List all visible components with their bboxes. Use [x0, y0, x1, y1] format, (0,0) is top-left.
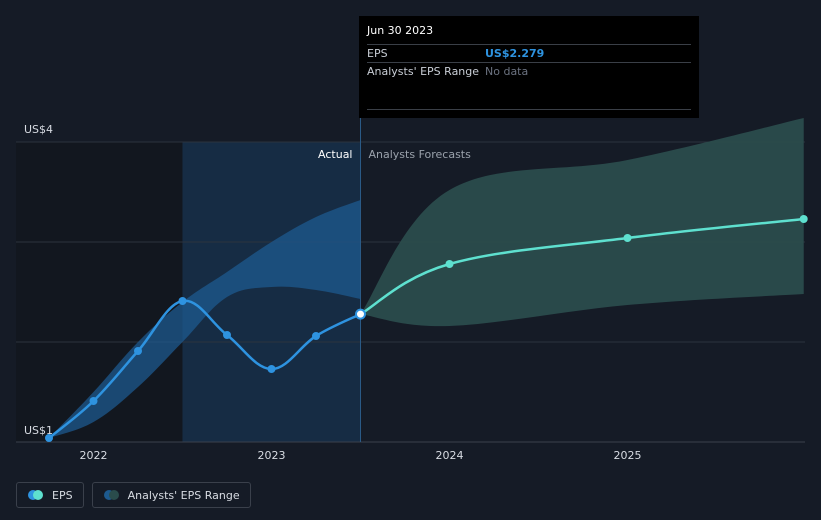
x-tick-label: 2022 — [80, 449, 108, 462]
legend-eps[interactable]: EPS — [16, 482, 84, 508]
eps-point — [312, 332, 320, 340]
eps-point — [134, 347, 142, 355]
tooltip: Jun 30 2023 EPS US$2.279 Analysts' EPS R… — [359, 16, 699, 118]
eps-point — [267, 365, 276, 373]
eps-forecast-line — [359, 217, 804, 316]
x-tick-label: 2024 — [436, 449, 464, 462]
tooltip-range-value: No data — [485, 65, 529, 78]
actual-eps-range-band — [49, 200, 361, 438]
eps-forecast-point — [445, 260, 454, 268]
tooltip-date: Jun 30 2023 — [367, 24, 434, 37]
y-tick-label: US$4 — [24, 123, 53, 136]
eps-forecast-point — [799, 215, 808, 223]
eps-point — [223, 331, 231, 339]
legend-eps-range-label: Analysts' EPS Range — [127, 488, 240, 502]
tooltip-divider — [367, 109, 691, 110]
tooltip-eps-label: EPS — [367, 47, 388, 60]
y-tick-label: US$1 — [24, 424, 53, 437]
eps-range-swatch-icon — [103, 490, 120, 500]
eps-point — [355, 308, 366, 320]
forecast-eps-range-band — [360, 118, 804, 327]
legend: EPS Analysts' EPS Range — [16, 482, 251, 508]
eps-forecast-point — [623, 234, 632, 242]
tooltip-eps-value: US$2.279 — [485, 47, 545, 60]
eps-point — [45, 434, 53, 442]
tooltip-row-range: Analysts' EPS Range No data — [367, 62, 691, 80]
x-tick-label: 2023 — [258, 449, 286, 462]
forecast-region-label: Analysts Forecasts — [369, 148, 472, 161]
tooltip-row-eps: EPS US$2.279 — [367, 44, 691, 62]
y-axis-labels: US$4 US$1 — [24, 123, 53, 437]
eps-point — [89, 397, 98, 405]
eps-point — [178, 297, 187, 305]
data-points — [45, 215, 808, 442]
legend-eps-label: EPS — [52, 488, 73, 502]
actual-region-label: Actual — [318, 148, 352, 161]
legend-eps-range[interactable]: Analysts' EPS Range — [91, 482, 251, 508]
tooltip-range-label: Analysts' EPS Range — [367, 65, 480, 78]
eps-line — [48, 299, 362, 439]
x-tick-label: 2025 — [614, 449, 642, 462]
x-axis-labels: 2022 2023 2024 2025 — [80, 449, 642, 462]
eps-swatch-icon — [28, 490, 44, 500]
